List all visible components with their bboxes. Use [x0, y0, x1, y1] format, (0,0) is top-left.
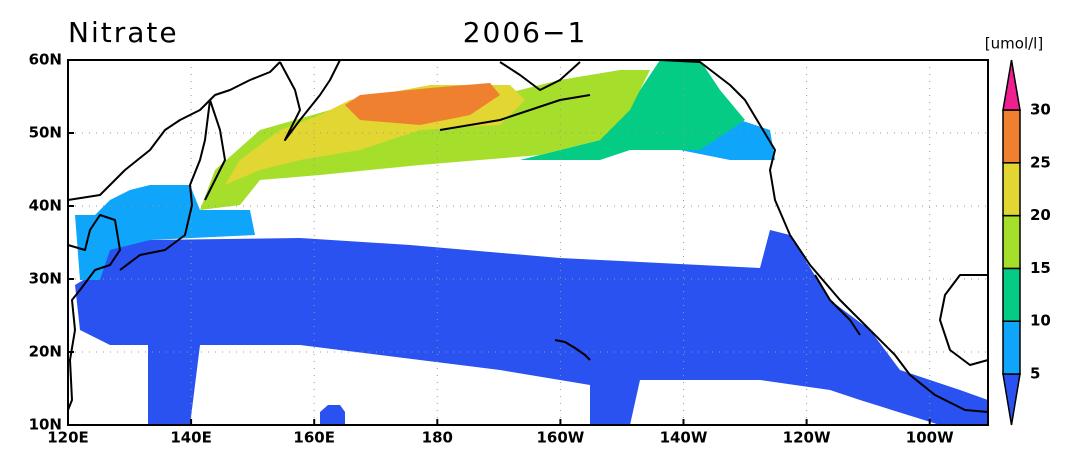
y-tick-label: 40N	[29, 197, 62, 215]
x-tick-label: 120W	[783, 429, 831, 447]
mexico	[939, 274, 989, 366]
axes: 120E 140E 160E 180 160W 140W 120W 100W 10N 20N 30N…	[29, 51, 955, 447]
x-tick-label: 160W	[536, 429, 584, 447]
colorbar-label: 10	[1030, 312, 1051, 330]
x-tick-label: 140E	[170, 429, 212, 447]
field-5	[320, 405, 345, 425]
x-tick-label: 180	[422, 429, 453, 447]
field-15	[520, 60, 745, 160]
field-10	[680, 120, 775, 160]
north-america	[659, 59, 989, 413]
y-tick-label: 50N	[29, 124, 62, 142]
x-tick-label: 160E	[293, 429, 335, 447]
asia-coast	[67, 61, 281, 201]
kamchatka-east	[499, 61, 581, 91]
y-tick-label: 10N	[29, 416, 62, 434]
x-tick-label: 120E	[47, 429, 89, 447]
coastlines	[67, 59, 989, 413]
map-frame	[67, 59, 989, 426]
colorbar-label: 25	[1030, 153, 1051, 171]
colorbar-extend-high	[1002, 59, 1021, 111]
field-10	[75, 185, 255, 280]
colorbar-label: 15	[1030, 259, 1051, 277]
field-20	[200, 70, 650, 210]
japan	[119, 99, 226, 271]
colorbar-extend-low	[1002, 373, 1021, 426]
colorbar-label: 20	[1030, 206, 1051, 224]
y-tick-label: 30N	[29, 270, 62, 288]
baja	[814, 274, 861, 336]
colorbar-segment	[1002, 267, 1021, 322]
y-tick-label: 20N	[29, 343, 62, 361]
colorbar-segment	[1002, 162, 1021, 217]
title: Nitrate	[68, 16, 179, 49]
colorbar-segment	[1002, 214, 1021, 270]
y-tick-label: 60N	[29, 51, 62, 69]
asia-coast	[67, 214, 121, 411]
date: 2006−1	[463, 16, 588, 49]
colorbar-segment	[1002, 109, 1021, 164]
x-tick-label: 100W	[906, 429, 954, 447]
units: [umol/l]	[985, 35, 1043, 53]
colorbar-segment	[1002, 320, 1021, 375]
nitrate-field	[75, 60, 988, 425]
field-30	[345, 83, 500, 125]
colorbar-label: 30	[1030, 101, 1051, 119]
grid	[68, 60, 988, 425]
aleutians	[439, 94, 591, 131]
field-5	[75, 230, 988, 425]
colorbar: 5 10 15 20 25 30	[1002, 59, 1051, 426]
x-tick-label: 140W	[660, 429, 708, 447]
hawaii	[554, 339, 591, 361]
colorbar-label: 5	[1030, 365, 1040, 383]
kamchatka	[279, 59, 341, 141]
